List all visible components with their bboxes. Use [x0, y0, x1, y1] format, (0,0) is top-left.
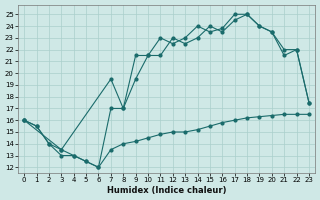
- X-axis label: Humidex (Indice chaleur): Humidex (Indice chaleur): [107, 186, 226, 195]
